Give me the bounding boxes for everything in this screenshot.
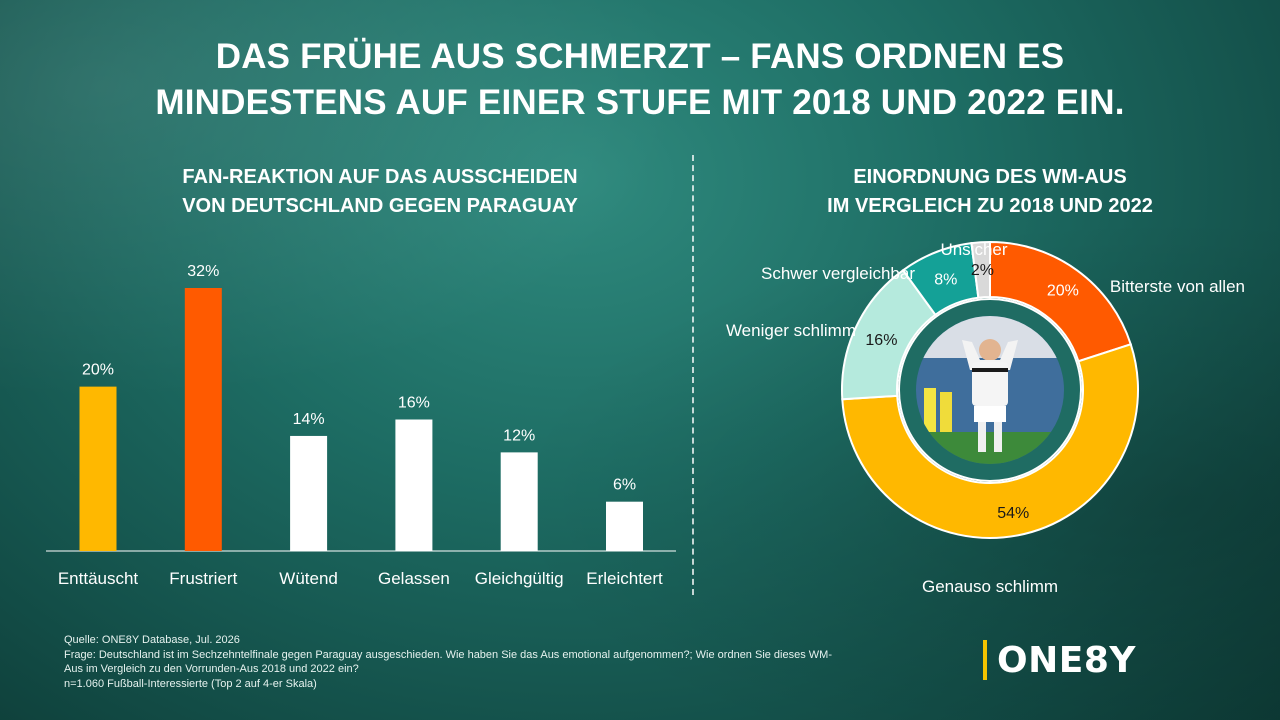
- donut-slice-2: [841, 343, 1139, 539]
- photo-player-leg-left: [978, 422, 986, 452]
- donut-value-label: 20%: [1047, 283, 1079, 300]
- donut-category-label: Bitterste von allen: [1110, 277, 1245, 296]
- donut-chart-title: EINORDNUNG DES WM-AUS IM VERGLEICH ZU 20…: [720, 163, 1260, 221]
- bar-3: [290, 435, 328, 551]
- bar-category-label: Frustriert: [169, 569, 237, 588]
- donut-category-label: Schwer vergleichbar: [761, 264, 915, 283]
- one8y-logo: ONE8Y: [983, 639, 1136, 681]
- bar-category-label: Gelassen: [378, 569, 450, 588]
- bar-value-label: 12%: [503, 427, 535, 444]
- bar-category-label: Gleichgültig: [475, 569, 564, 588]
- footnote-question: Frage: Deutschland ist im Sechzehntelfin…: [64, 648, 832, 661]
- footnote-sample: n=1.060 Fußball-Interessierte (Top 2 auf…: [64, 677, 317, 690]
- donut-value-label: 16%: [865, 332, 897, 349]
- bar-1: [79, 386, 117, 551]
- photo-player-shirt: [972, 362, 1008, 406]
- page-title: DAS FRÜHE AUS SCHMERZT – FANS ORDNEN ES …: [0, 34, 1280, 126]
- panel-divider: [692, 155, 694, 595]
- bar-5: [500, 452, 538, 551]
- donut-chart-title-line-1: EINORDNUNG DES WM-AUS: [853, 166, 1127, 188]
- donut-value-label: 2%: [971, 262, 994, 279]
- bar-category-label: Erleichtert: [586, 569, 663, 588]
- donut-category-label: Genauso schlimm: [922, 577, 1058, 596]
- photo-bg-player-2: [940, 392, 952, 432]
- footnote: Quelle: ONE8Y Database, Jul. 2026 Frage:…: [64, 633, 964, 691]
- bar-6: [606, 501, 643, 551]
- bar-value-label: 16%: [398, 395, 430, 412]
- bar-chart: 20% Enttäuscht 32% Frustriert 14% Wütend 16% Ge…: [46, 263, 676, 588]
- bar-value-label: 32%: [187, 263, 219, 280]
- photo-bg-player-1: [924, 388, 936, 432]
- donut-slice-5: [970, 240, 991, 299]
- bar-2: [184, 288, 222, 551]
- donut-chart: 20% Bitterste von allen 54% Genauso schlimm…: [726, 240, 1245, 596]
- donut-category-label: Weniger schlimm: [726, 321, 856, 340]
- donut-value-label: 54%: [997, 505, 1029, 522]
- photo-player-head: [979, 339, 1001, 361]
- bar-value-label: 20%: [82, 362, 114, 379]
- bar-4: [395, 419, 433, 551]
- page-title-line-2: MINDESTENS AUF EINER STUFE MIT 2018 UND …: [155, 83, 1125, 122]
- bar-chart-title-line-2: VON DEUTSCHLAND GEGEN PARAGUAY: [182, 195, 578, 217]
- footnote-question-cont: Aus im Vergleich zu den Vorrunden-Aus 20…: [64, 663, 359, 675]
- bar-value-label: 14%: [293, 411, 325, 428]
- bar-category-label: Wütend: [279, 569, 338, 588]
- photo-player-shorts: [974, 406, 1006, 422]
- donut-category-label: Unsicher: [940, 240, 1007, 259]
- bar-chart-title-line-1: FAN-REAKTION AUF DAS AUSSCHEIDEN: [182, 166, 578, 188]
- bar-category-label: Enttäuscht: [58, 569, 139, 588]
- bar-value-label: 6%: [613, 477, 636, 494]
- photo-player-leg-right: [994, 422, 1002, 452]
- logo-text: ONE8Y: [997, 639, 1136, 681]
- page-title-line-1: DAS FRÜHE AUS SCHMERZT – FANS ORDNEN ES: [215, 37, 1065, 76]
- photo-shirt-stripe: [972, 368, 1008, 372]
- footnote-source: Quelle: ONE8Y Database, Jul. 2026: [64, 634, 240, 646]
- bar-chart-title: FAN-REAKTION AUF DAS AUSSCHEIDEN VON DEU…: [60, 163, 700, 221]
- donut-value-label: 8%: [934, 271, 957, 288]
- logo-accent-bar: [983, 640, 987, 680]
- donut-chart-title-line-2: IM VERGLEICH ZU 2018 UND 2022: [827, 195, 1153, 217]
